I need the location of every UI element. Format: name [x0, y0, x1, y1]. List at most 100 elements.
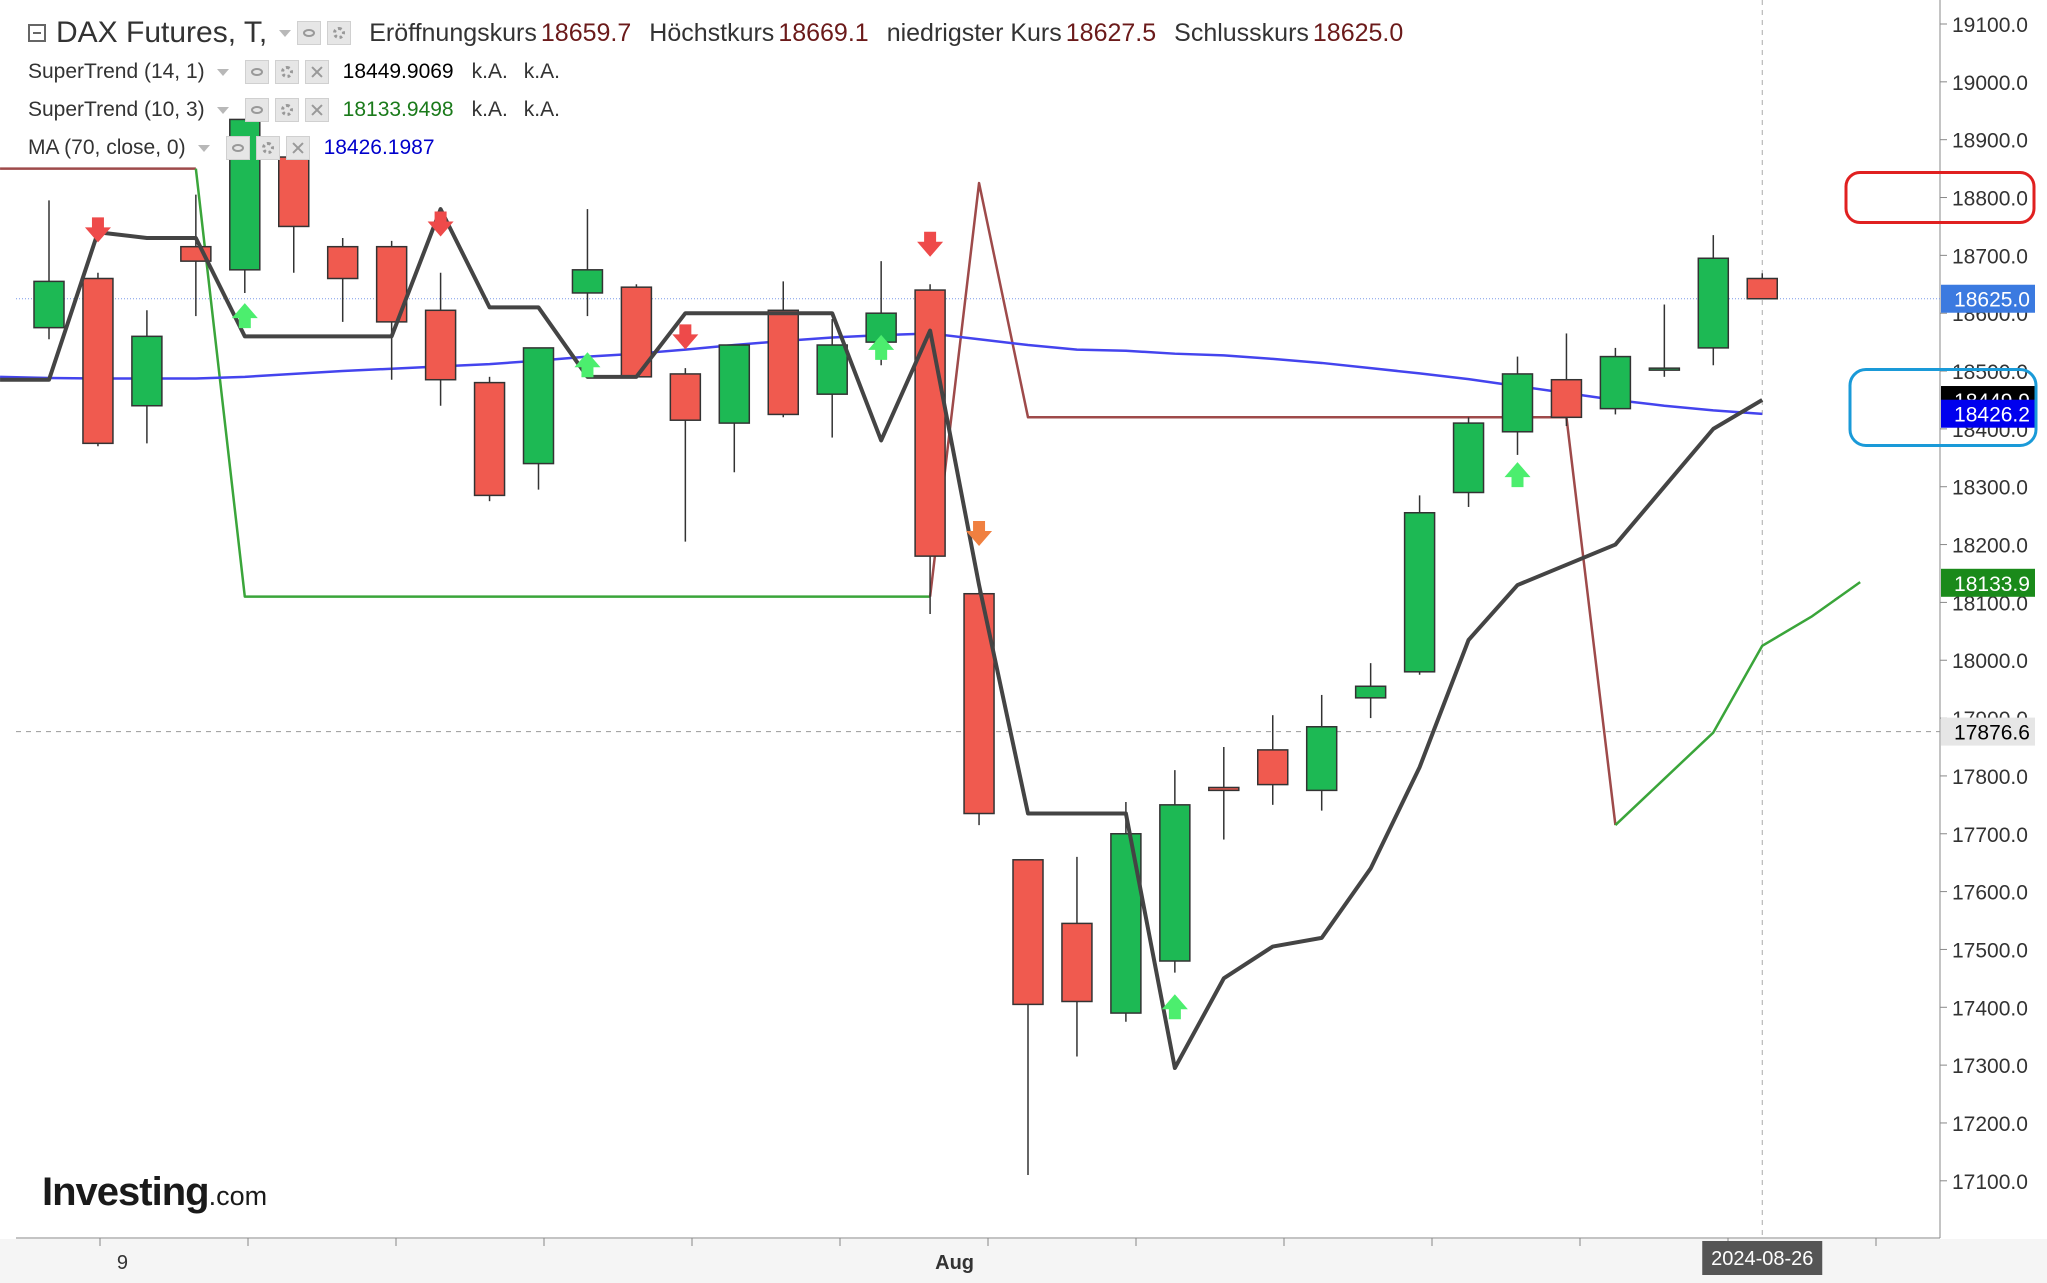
- indicator-na: k.A.: [523, 60, 560, 83]
- candle-bull[interactable]: [522, 347, 555, 465]
- sell-signal-arrow: [966, 520, 993, 546]
- eye-icon[interactable]: [225, 136, 250, 160]
- close-icon[interactable]: [304, 98, 329, 122]
- candle-bear[interactable]: [1208, 786, 1240, 792]
- candle-bear[interactable]: [1746, 277, 1778, 300]
- open-label: Eröffnungskurs: [369, 18, 537, 47]
- x-tick-label: 9: [117, 1252, 128, 1274]
- price-badge-label: 17876.6: [1954, 722, 2030, 745]
- candle-bear[interactable]: [1257, 749, 1289, 786]
- eye-icon[interactable]: [244, 60, 269, 84]
- y-tick-label: 17400.0: [1952, 997, 2028, 1020]
- y-tick-label: 17300.0: [1952, 1055, 2028, 1078]
- y-tick-label: 18500.0: [1952, 361, 2028, 384]
- buy-signal-arrow: [574, 352, 601, 378]
- chevron-down-icon[interactable]: [279, 29, 292, 37]
- sell-signal-arrow: [427, 211, 454, 237]
- indicator-value: 18449.9069: [342, 60, 454, 83]
- eye-icon[interactable]: [244, 98, 269, 122]
- candle-bear[interactable]: [278, 156, 310, 228]
- chevron-down-icon[interactable]: [216, 106, 229, 114]
- close-icon[interactable]: [304, 60, 329, 84]
- price-badge: [1941, 717, 2035, 746]
- candle-bull[interactable]: [1697, 257, 1730, 349]
- high-label: Höchstkurs: [649, 18, 775, 47]
- candle-bull[interactable]: [1159, 804, 1191, 962]
- buy-signal-arrow: [868, 334, 895, 360]
- gear-icon[interactable]: [327, 21, 352, 45]
- y-tick-label: 17500.0: [1952, 939, 2028, 962]
- y-tick-label: 18700.0: [1952, 245, 2028, 268]
- candle-bear[interactable]: [326, 245, 359, 280]
- indicator-name: SuperTrend (10, 3): [28, 98, 205, 121]
- price-badge: [1941, 568, 2035, 597]
- candle-bull[interactable]: [1501, 373, 1534, 433]
- candle-bull[interactable]: [816, 344, 848, 395]
- candle-bull[interactable]: [1305, 726, 1338, 792]
- high-value: 18669.1: [778, 18, 869, 47]
- candle-bear[interactable]: [424, 309, 457, 381]
- price-badge-label: 18426.2: [1954, 404, 2030, 427]
- date-badge: [1702, 1241, 1823, 1275]
- y-tick-label: 17200.0: [1952, 1113, 2028, 1136]
- date-badge-label: 2024-08-26: [1711, 1248, 1813, 1270]
- candle-bull[interactable]: [1354, 685, 1387, 699]
- y-tick-label: 19000.0: [1952, 72, 2028, 95]
- candle-bull[interactable]: [131, 335, 163, 407]
- indicator-name: SuperTrend (14, 1): [28, 60, 205, 83]
- open-value: 18659.7: [540, 18, 632, 47]
- supertrend-14-line: [0, 207, 1764, 1071]
- candle-bear[interactable]: [767, 309, 799, 416]
- indicator-na: k.A.: [523, 98, 560, 121]
- buy-signal-arrow: [1504, 462, 1531, 488]
- instrument-title: DAX Futures, T,: [56, 16, 268, 49]
- buy-signal-arrow: [231, 303, 258, 329]
- legend-ma-70: MA (70, close, 0) 18426.1987: [28, 136, 435, 160]
- candle-bull[interactable]: [571, 269, 604, 294]
- collapse-icon[interactable]: [28, 24, 46, 42]
- highlight-oval: [1848, 367, 2038, 447]
- legend-supertrend-10: SuperTrend (10, 3) 18133.9498 k.A. k.A.: [28, 98, 560, 122]
- candle-bear[interactable]: [1550, 378, 1583, 419]
- logo-text: Investing: [42, 1170, 210, 1214]
- buy-signal-arrow: [1161, 994, 1188, 1020]
- eye-icon[interactable]: [297, 21, 322, 45]
- candle-bear[interactable]: [963, 592, 995, 815]
- close-icon[interactable]: [285, 136, 310, 160]
- legend-ohlc-row: DAX Futures, T, Eröffnungskurs 18659.7 H…: [28, 16, 1403, 50]
- candle-bear[interactable]: [1012, 859, 1044, 1006]
- y-tick-label: 18000.0: [1952, 650, 2028, 673]
- chevron-down-icon[interactable]: [197, 144, 210, 152]
- supertrend-10-up-line: [1614, 581, 1861, 826]
- indicator-name: MA (70, close, 0): [28, 136, 186, 159]
- price-badge: [1941, 399, 2035, 428]
- candle-bear[interactable]: [82, 277, 114, 445]
- gear-icon[interactable]: [274, 98, 299, 122]
- price-badge-label: 18133.9: [1954, 573, 2030, 596]
- sell-signal-arrow: [84, 217, 111, 243]
- gear-icon[interactable]: [274, 60, 299, 84]
- candle-bear[interactable]: [669, 373, 702, 421]
- candle-bull[interactable]: [718, 344, 751, 424]
- y-tick-label: 17800.0: [1952, 766, 2028, 789]
- chevron-down-icon[interactable]: [216, 68, 229, 76]
- candle-bull[interactable]: [1403, 511, 1436, 673]
- candle-bull[interactable]: [1648, 367, 1681, 371]
- y-tick-label: 18900.0: [1952, 130, 2028, 153]
- candle-bull[interactable]: [33, 280, 65, 329]
- candle-bull[interactable]: [1452, 422, 1485, 494]
- y-tick-label: 17100.0: [1952, 1171, 2028, 1194]
- candle-bull[interactable]: [1599, 355, 1632, 410]
- highlight-oval: [1844, 171, 2036, 225]
- low-value: 18627.5: [1065, 18, 1157, 47]
- sell-signal-arrow: [917, 231, 944, 257]
- gear-icon[interactable]: [255, 136, 280, 160]
- candle-bear[interactable]: [1061, 922, 1093, 1003]
- sell-signal-arrow: [672, 324, 699, 350]
- x-tick-label: Aug: [935, 1252, 974, 1274]
- y-tick-label: 18300.0: [1952, 477, 2028, 500]
- candle-bear[interactable]: [473, 381, 506, 497]
- y-tick-label: 18100.0: [1952, 592, 2028, 615]
- supertrend-10-up-line: [194, 168, 931, 598]
